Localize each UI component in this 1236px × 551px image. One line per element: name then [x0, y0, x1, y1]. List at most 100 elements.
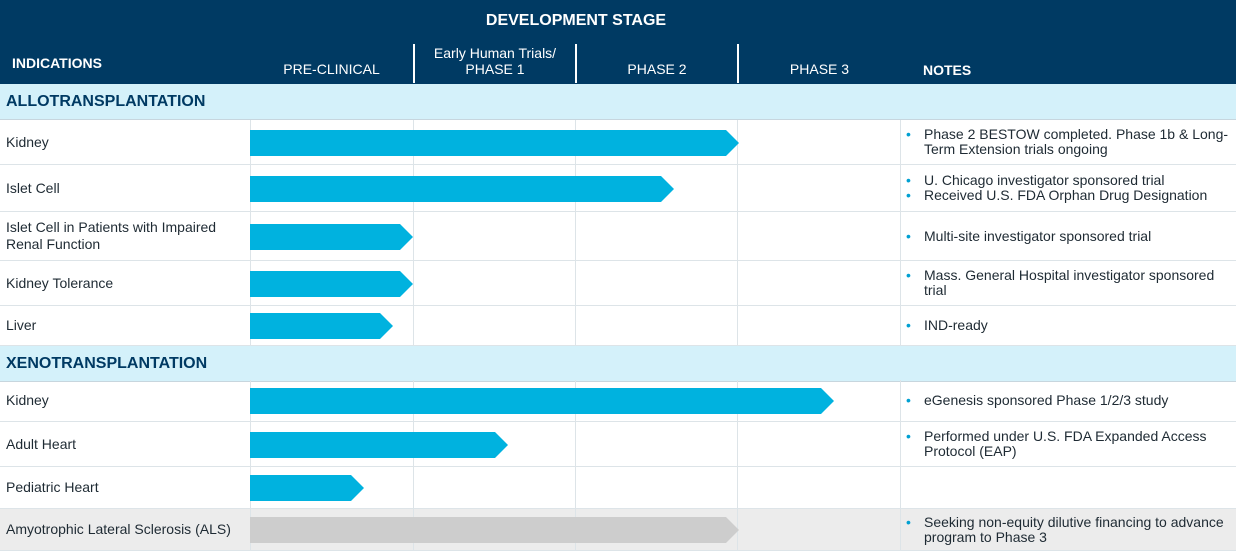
indication-label: Kidney [6, 392, 49, 408]
stage-gridline [413, 306, 414, 346]
phase3-header: PHASE 3 [789, 61, 850, 77]
bullet-icon: • [906, 267, 911, 283]
note-item: • IND-ready [906, 318, 1232, 333]
indication-label: Islet Cell in Patients with Impaired Ren… [6, 219, 217, 252]
stage-gridline [737, 261, 738, 306]
phase1-header-line2: PHASE 1 [465, 61, 525, 77]
note-item: • Received U.S. FDA Orphan Drug Designati… [906, 188, 1232, 203]
stage-gridline [737, 306, 738, 346]
bullet-icon: • [906, 392, 911, 408]
stage-gridline [575, 467, 576, 509]
stage-gridline [575, 261, 576, 306]
note-text: Received U.S. FDA Orphan Drug Designatio… [924, 187, 1208, 203]
progress-bar [250, 517, 739, 543]
bullet-icon: • [906, 428, 911, 444]
note-text: Multi-site investigator sponsored trial [924, 227, 1152, 244]
notes-header: NOTES [923, 62, 972, 78]
stage-gridline [413, 261, 414, 306]
note-text: Performed under U.S. FDA Expanded Access… [924, 428, 1207, 459]
header-divider [737, 44, 739, 83]
notes-cell: • IND-ready [906, 306, 1232, 345]
progress-bar [250, 313, 393, 339]
note-item: • Phase 2 BESTOW completed. Phase 1b & Lo… [906, 127, 1232, 157]
stage-gridline [900, 380, 901, 422]
indication-label: Islet Cell [6, 179, 60, 196]
stage-gridline [413, 467, 414, 509]
stage-gridline [737, 422, 738, 467]
notes-cell: • eGenesis sponsored Phase 1/2/3 study [906, 380, 1232, 421]
stage-gridline [900, 120, 901, 165]
header-divider [575, 44, 577, 83]
table-row: Kidney • eGenesis sponsored Phase 1/2/3 st… [0, 380, 1236, 422]
section-header: XENOTRANSPLANTATION [0, 346, 1236, 382]
stage-gridline [737, 165, 738, 212]
phase1-header: Early Human Trials/ PHASE 1 [415, 45, 575, 77]
note-item: • U. Chicago investigator sponsored trial [906, 173, 1232, 188]
development-stage-title: DEVELOPMENT STAGE [485, 12, 667, 29]
indications-header: INDICATIONS [12, 55, 102, 71]
notes-cell: • Mass. General Hospital investigator spo… [906, 261, 1232, 305]
note-text: U. Chicago investigator sponsored trial [924, 172, 1165, 188]
progress-bar [250, 130, 739, 156]
table-row: Adult Heart • Performed under U.S. FDA Exp… [0, 422, 1236, 467]
indication-label: Adult Heart [6, 435, 77, 452]
note-item: • Mass. General Hospital investigator spo… [906, 268, 1232, 298]
stage-gridline [900, 306, 901, 346]
section-header: ALLOTRANSPLANTATION [0, 84, 1236, 120]
bullet-icon: • [906, 187, 911, 203]
note-item: • eGenesis sponsored Phase 1/2/3 study [906, 393, 1232, 408]
phase2-header: PHASE 2 [627, 61, 687, 77]
indication-label: Liver [6, 317, 37, 333]
stage-gridline [575, 422, 576, 467]
indication-label: Kidney Tolerance [6, 274, 114, 291]
notes-cell: • Performed under U.S. FDA Expanded Acces… [906, 422, 1232, 466]
progress-bar [250, 176, 674, 202]
indication-label: Pediatric Heart [6, 479, 99, 495]
table-row: Islet Cell • U. Chicago investigator spons… [0, 165, 1236, 212]
note-item: • Seeking non-equity dilutive financing t… [906, 513, 1232, 545]
table-row: Liver • IND-ready [0, 306, 1236, 346]
note-item: • Performed under U.S. FDA Expanded Acces… [906, 429, 1232, 459]
stage-gridline [900, 261, 901, 306]
phase1-header-line1: Early Human Trials/ [433, 45, 557, 61]
indication-label: Kidney [6, 133, 49, 150]
notes-cell: • U. Chicago investigator sponsored trial… [906, 165, 1232, 211]
progress-bar [250, 271, 413, 297]
progress-bar [250, 224, 413, 250]
progress-bar [250, 475, 364, 501]
notes-cell: • Multi-site investigator sponsored trial [906, 212, 1232, 260]
bullet-icon: • [906, 126, 911, 142]
table-row: Islet Cell in Patients with Impaired Ren… [0, 212, 1236, 261]
note-text: Seeking non-equity dilutive financing to… [924, 513, 1224, 545]
stage-gridline [900, 165, 901, 212]
note-text: eGenesis sponsored Phase 1/2/3 study [924, 392, 1169, 408]
bullet-icon: • [906, 317, 911, 333]
bullet-icon: • [906, 513, 911, 530]
stage-gridline [737, 467, 738, 509]
note-text: Mass. General Hospital investigator spon… [924, 267, 1215, 298]
note-text: IND-ready [924, 317, 988, 333]
pre-clinical-header: PRE-CLINICAL [283, 61, 380, 77]
stage-gridline [900, 212, 901, 261]
notes-cell: • Phase 2 BESTOW completed. Phase 1b & Lo… [906, 120, 1232, 164]
table-row: Kidney Tolerance • Mass. General Hospital … [0, 261, 1236, 306]
stage-gridline [575, 212, 576, 261]
bullet-icon: • [906, 172, 911, 188]
bullet-icon: • [906, 227, 911, 244]
notes-cell [906, 467, 1232, 508]
stage-gridline [737, 212, 738, 261]
stage-gridline [900, 509, 901, 551]
table-row: Kidney • Phase 2 BESTOW completed. Phase 1… [0, 120, 1236, 165]
indication-label: Amyotrophic Lateral Sclerosis (ALS) [6, 521, 231, 537]
header-divider [413, 44, 415, 83]
stage-gridline [900, 422, 901, 467]
stage-gridline [900, 467, 901, 509]
table-row: Pediatric Heart [0, 467, 1236, 509]
stage-gridline [413, 212, 414, 261]
note-text: Phase 2 BESTOW completed. Phase 1b & Lon… [924, 126, 1229, 157]
note-item: • Multi-site investigator sponsored trial [906, 227, 1232, 244]
stage-gridline [575, 306, 576, 346]
notes-cell: • Seeking non-equity dilutive financing t… [906, 509, 1232, 550]
table-row: Amyotrophic Lateral Sclerosis (ALS) • Seek… [0, 509, 1236, 551]
pipeline-header: DEVELOPMENT STAGE INDICATIONS PRE-CLINIC… [0, 0, 1236, 84]
